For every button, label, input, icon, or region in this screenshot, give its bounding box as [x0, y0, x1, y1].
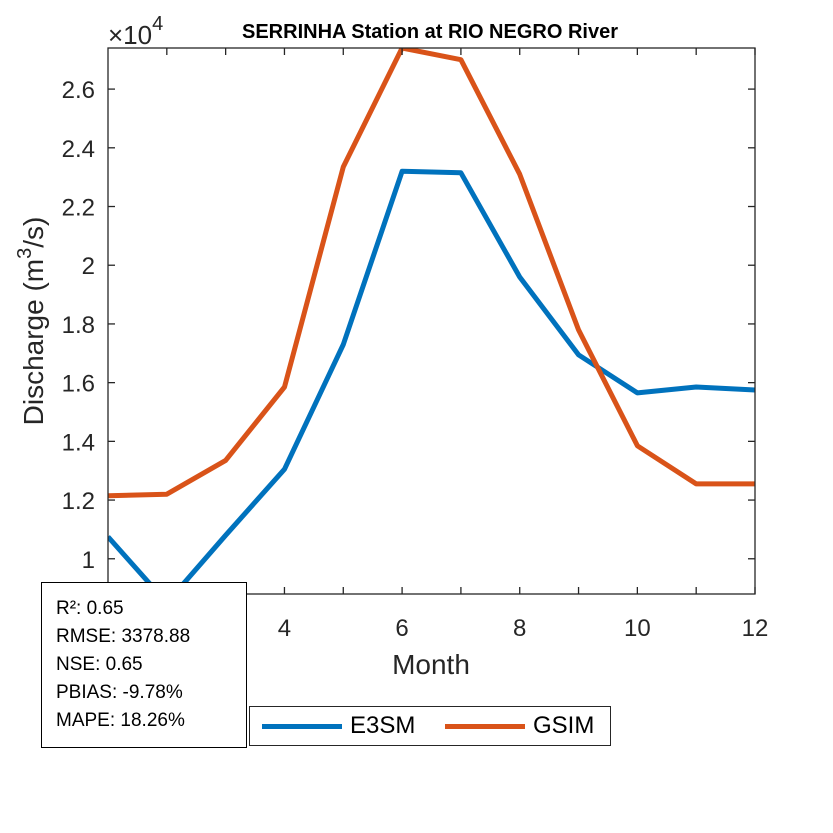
- legend-label-gsim: GSIM: [533, 712, 595, 739]
- y-tick-label: 2.6: [62, 77, 95, 104]
- legend-swatch-gsim: [445, 723, 525, 729]
- plot-area: [108, 48, 755, 594]
- y-tick-label: 1.4: [62, 429, 95, 456]
- y-tick-label: 2.4: [62, 136, 95, 163]
- statistics-box: R²: 0.65 RMSE: 3378.88 NSE: 0.65 PBIAS: …: [41, 582, 247, 748]
- stat-nse: NSE: 0.65: [56, 654, 143, 675]
- x-tick-label: 12: [742, 615, 769, 642]
- stat-mape: MAPE: 18.26%: [56, 710, 185, 731]
- chart-title: SERRINHA Station at RIO NEGRO River: [242, 21, 618, 43]
- series-line-gsim: [108, 48, 755, 499]
- x-tick-label: 10: [624, 615, 651, 642]
- y-tick-label: 2: [82, 253, 95, 280]
- y-tick-label: 1.2: [62, 488, 95, 515]
- y-tick-label: 2.2: [62, 195, 95, 222]
- stat-pbias: PBIAS: -9.78%: [56, 682, 183, 703]
- series-line-e3sm: [108, 168, 755, 594]
- y-tick-label: 1.6: [62, 371, 95, 398]
- plot-frame: [107, 47, 756, 595]
- stat-rmse: RMSE: 3378.88: [56, 626, 191, 647]
- x-tick-label: 4: [278, 615, 291, 642]
- y-tick-label: 1: [82, 547, 95, 574]
- x-axis-label: Month: [392, 649, 470, 680]
- x-tick-label: 8: [513, 615, 526, 642]
- legend-item-e3sm: E3SM: [262, 707, 415, 745]
- y-axis-label: Discharge (m3/s): [14, 217, 49, 426]
- legend: E3SM GSIM: [249, 706, 611, 746]
- x-tick-label: 6: [395, 615, 408, 642]
- legend-label-e3sm: E3SM: [350, 712, 416, 739]
- y-tick-label: 1.8: [62, 312, 95, 339]
- legend-item-gsim: GSIM: [445, 707, 594, 745]
- stat-r2: R²: 0.65: [56, 598, 124, 619]
- y-exponent: ×104: [108, 13, 163, 50]
- legend-swatch-e3sm: [262, 723, 342, 729]
